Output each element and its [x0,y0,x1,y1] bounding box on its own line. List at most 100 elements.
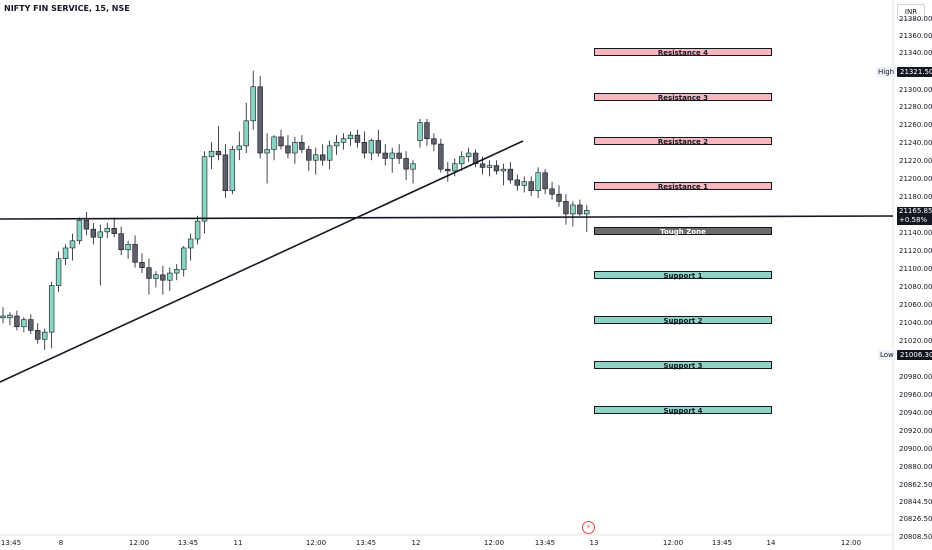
candle-body [160,274,166,281]
candle [146,258,152,295]
zone-support-2[interactable]: Support 2 [594,316,772,325]
price-tick-label: 21220.00 [899,157,932,165]
candle [181,246,187,277]
candle-body [354,134,361,143]
candle-body [389,152,395,159]
candle [514,174,521,191]
candle-body [299,142,305,150]
candle [445,162,451,182]
time-tick-label: 13:45 [177,539,199,547]
candle-body [528,181,534,191]
bolt-icon[interactable]: ⚡ [582,521,595,534]
price-tick-label: 21280.00 [899,103,932,111]
price-tick-label: 20880.00 [899,463,932,471]
candle-body [194,220,201,240]
price-tick-label: 20940.00 [899,409,932,417]
price-tick-label: 21260.00 [899,121,932,129]
candle [396,144,402,164]
price-tick-label: 21300.00 [899,86,932,94]
candle [55,251,62,292]
candle-body [507,168,514,181]
zone-resistance-2[interactable]: Resistance 2 [594,137,772,146]
candle-body [76,219,83,242]
last-price-value: 21165.85 [899,207,932,215]
time-tick-label: 11 [233,539,243,547]
candle [229,145,236,195]
candle-body [257,86,263,154]
candle-body [500,168,507,172]
candle-body [514,179,521,186]
candle-body [417,122,423,141]
candle [319,144,326,166]
zone-resistance-1[interactable]: Resistance 1 [594,182,772,191]
time-tick-label: 12:00 [483,539,505,547]
candle [104,222,110,239]
price-tick-label: 20808.50 [899,533,932,541]
candle [410,160,416,184]
horizontal-level-line [0,215,894,220]
candle [347,131,354,146]
candle-body [21,319,27,328]
candle-body [14,315,20,328]
candle [299,135,305,154]
candle-body [236,145,242,150]
zone-resistance-3[interactable]: Resistance 3 [594,93,772,102]
zone-resistance-4[interactable]: Resistance 4 [594,48,772,57]
price-tick-label: 21380.00 [899,15,932,23]
candle [340,133,347,150]
currency-button[interactable]: INR [897,4,925,20]
candle-body [493,165,500,172]
candle [62,244,69,265]
time-tick-label: 12:00 [128,539,150,547]
trendline-support [0,140,524,383]
candle-body [250,86,256,122]
candle-body [146,267,152,279]
candle-body [403,158,409,170]
candle [35,323,41,344]
price-tick-label: 20960.00 [899,391,932,399]
candle-body [264,149,270,154]
last-price-tag: 21165.85 +0.58% [897,207,932,225]
candle [125,240,131,259]
zone-support-4[interactable]: Support 4 [594,406,772,415]
candle-body [139,261,145,268]
candle-body [243,120,249,147]
candle [368,138,375,161]
candle-body [445,168,451,172]
candle-body [285,145,291,154]
candle [90,222,97,245]
candle-body [35,330,41,340]
zone-support-3[interactable]: Support 3 [594,361,772,370]
low-value: 21006.30 [897,350,932,360]
price-tick-label: 21040.00 [899,319,932,327]
candle-body [347,134,354,140]
candle-body [181,247,187,270]
zone-support-1[interactable]: Support 1 [594,271,772,280]
price-tick-label: 21140.00 [899,229,932,237]
candle-body [410,163,416,170]
candle-body [361,142,368,154]
time-tick-label: 13:45 [711,539,733,547]
candle [153,271,159,288]
candle [292,136,298,164]
candle [549,181,555,200]
candle [208,142,215,170]
candle-body [563,201,569,215]
candles-layer [0,70,590,351]
zone-tough[interactable]: Tough Zone [594,227,772,236]
high-value: 21321.50 [897,67,932,77]
candle [556,185,562,207]
candle-body [431,138,437,145]
price-tick-label: 21120.00 [899,247,932,255]
candle-body [438,143,444,170]
candle [306,145,312,171]
price-tick-label: 20862.50 [899,481,932,489]
candle [48,281,55,349]
low-label: Low [878,350,896,360]
symbol-title: NIFTY FIN SERVICE, 15, NSE [4,4,130,13]
candle [361,131,368,159]
price-tick-label: 21340.00 [899,49,932,57]
candle-body [167,272,173,281]
candle-body [472,152,479,165]
